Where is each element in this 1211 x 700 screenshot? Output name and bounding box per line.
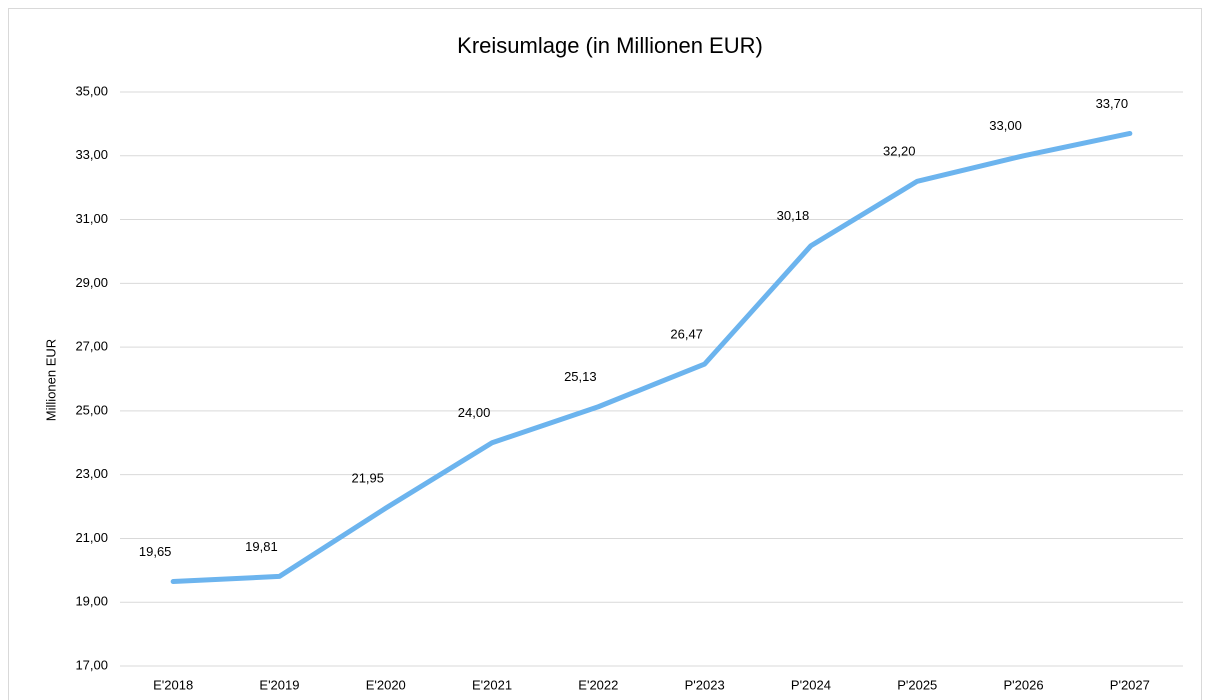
x-tick-label: P'2024 xyxy=(791,677,831,692)
y-tick-label: 25,00 xyxy=(75,402,108,417)
x-tick-label: P'2027 xyxy=(1110,677,1150,692)
x-tick-label: E'2018 xyxy=(153,677,193,692)
x-tick-label: E'2020 xyxy=(366,677,406,692)
data-label: 24,00 xyxy=(458,405,491,420)
data-label: 32,20 xyxy=(883,144,916,159)
y-tick-label: 17,00 xyxy=(75,657,108,672)
chart-frame xyxy=(8,8,1202,700)
x-tick-label: P'2025 xyxy=(897,677,937,692)
data-label: 19,65 xyxy=(139,544,172,559)
y-tick-label: 23,00 xyxy=(75,466,108,481)
x-tick-label: E'2021 xyxy=(472,677,512,692)
x-tick-label: E'2019 xyxy=(259,677,299,692)
y-tick-label: 27,00 xyxy=(75,339,108,354)
data-label: 21,95 xyxy=(351,471,384,486)
data-label: 25,13 xyxy=(564,369,597,384)
chart-title: Kreisumlage (in Millionen EUR) xyxy=(457,33,763,58)
data-label: 33,00 xyxy=(989,118,1022,133)
y-tick-label: 29,00 xyxy=(75,275,108,290)
x-tick-label: P'2023 xyxy=(685,677,725,692)
data-label: 26,47 xyxy=(670,326,703,341)
data-label: 30,18 xyxy=(777,208,810,223)
data-line xyxy=(170,130,1133,584)
y-tick-label: 33,00 xyxy=(75,147,108,162)
y-tick-label: 35,00 xyxy=(75,83,108,98)
data-label: 19,81 xyxy=(245,539,278,554)
x-tick-label: E'2022 xyxy=(578,677,618,692)
y-tick-label: 31,00 xyxy=(75,211,108,226)
y-tick-label: 19,00 xyxy=(75,594,108,609)
y-tick-label: 21,00 xyxy=(75,530,108,545)
x-tick-label: P'2026 xyxy=(1004,677,1044,692)
data-label: 33,70 xyxy=(1096,96,1129,111)
y-axis-label: Millionen EUR xyxy=(43,339,58,421)
